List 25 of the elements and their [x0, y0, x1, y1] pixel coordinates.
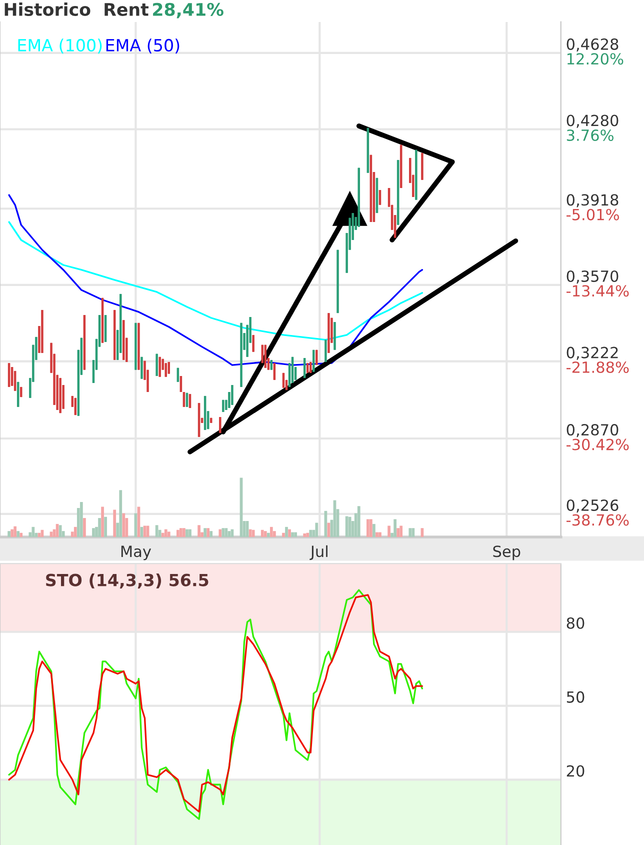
chart-subtitle: 28,41% [153, 2, 224, 18]
y-tick-label: 20 [566, 765, 584, 777]
x-tick-label: Jul [310, 545, 328, 560]
y-tick-label: 0,4280 [566, 114, 618, 128]
y2-tick-label: 3.76% [566, 129, 614, 142]
y-tick-label: 0,3918 [566, 194, 618, 208]
y2-tick-label: -30.42% [566, 438, 629, 450]
y-tick-label: 50 [566, 691, 584, 703]
y2-tick-label: 12.20% [567, 53, 624, 65]
y-tick-label: 0,3570 [566, 270, 618, 284]
y-tick-label: 0,3222 [566, 346, 618, 360]
y-tick-label: 0,2870 [566, 424, 618, 438]
x-tick-label: May [121, 546, 152, 560]
text: STO (14,3,3) 56.5 [46, 573, 208, 588]
y-tick-label: 80 [566, 617, 584, 629]
y2-tick-label: -38.76% [566, 514, 629, 526]
y-tick-label: 0,4628 [566, 38, 618, 52]
x-tick-label: Sep [493, 546, 520, 560]
chart-title: Historico Rent [4, 2, 148, 16]
text: EMA (100) [18, 38, 102, 54]
y-tick-label: 0,2526 [566, 499, 618, 513]
y2-tick-label: -5.01% [566, 208, 619, 220]
y2-tick-label: -21.88% [566, 361, 629, 374]
y2-tick-label: -13.44% [566, 285, 629, 297]
text: EMA (50) [106, 38, 180, 54]
